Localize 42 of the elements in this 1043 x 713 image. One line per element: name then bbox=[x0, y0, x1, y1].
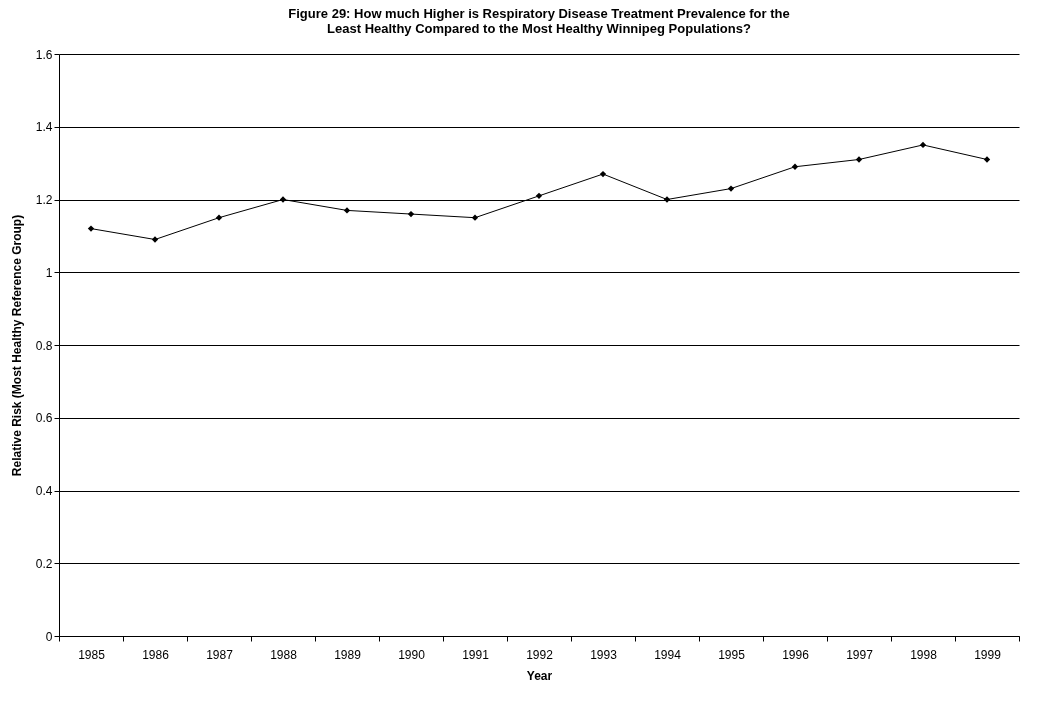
y-tick-label: 1 bbox=[45, 265, 53, 280]
x-tick-label: 1995 bbox=[718, 647, 746, 662]
y-axis-title: Relative Risk (Most Healthy Reference Group) bbox=[9, 214, 24, 477]
x-tick-label: 1987 bbox=[206, 647, 234, 662]
x-tick-label: 1996 bbox=[782, 647, 810, 662]
x-tick-label: 1997 bbox=[846, 647, 874, 662]
x-tick-label: 1999 bbox=[974, 647, 1002, 662]
point bbox=[471, 214, 479, 221]
point bbox=[343, 207, 351, 214]
y-tick-label: 1.6 bbox=[35, 47, 53, 62]
point bbox=[87, 225, 95, 232]
y-tick-label: 0.4 bbox=[35, 484, 53, 498]
y-tick-label: 1.2 bbox=[35, 193, 53, 207]
y-tick-label: 0.6 bbox=[35, 411, 53, 426]
x-tick-label: 1985 bbox=[78, 647, 106, 662]
x-axis-title: Year bbox=[526, 668, 553, 683]
y-tick-label: 0 bbox=[45, 629, 53, 644]
x-tick-label: 1986 bbox=[142, 647, 170, 662]
x-tick-label: 1998 bbox=[910, 647, 938, 662]
point bbox=[535, 192, 543, 200]
point bbox=[407, 210, 415, 218]
x-tick-label: 1992 bbox=[526, 647, 554, 662]
point bbox=[599, 170, 607, 178]
y-tick-label: 1.4 bbox=[35, 120, 53, 135]
x-tick-label: 1993 bbox=[590, 647, 618, 662]
point bbox=[663, 196, 671, 203]
point bbox=[983, 156, 991, 163]
point bbox=[151, 236, 159, 243]
point bbox=[215, 214, 223, 221]
point bbox=[919, 141, 927, 149]
x-tick-label: 1988 bbox=[270, 647, 298, 662]
y-tick-label: 0.8 bbox=[35, 338, 53, 353]
y-tick-label: 0.2 bbox=[35, 556, 53, 571]
x-tick-label: 1990 bbox=[398, 647, 426, 662]
point bbox=[855, 156, 863, 163]
point bbox=[279, 196, 287, 203]
point bbox=[791, 163, 799, 170]
chart-title: Figure 29: How much Higher is Respiratory Disease Treatment Prevalence for the Least Healthy Compared to the Most Healthy Winnipeg Populations? bbox=[288, 6, 790, 36]
point bbox=[727, 185, 735, 192]
x-tick-label: 1991 bbox=[462, 647, 490, 662]
x-tick-label: 1994 bbox=[654, 647, 682, 662]
x-tick-label: 1989 bbox=[334, 647, 362, 662]
